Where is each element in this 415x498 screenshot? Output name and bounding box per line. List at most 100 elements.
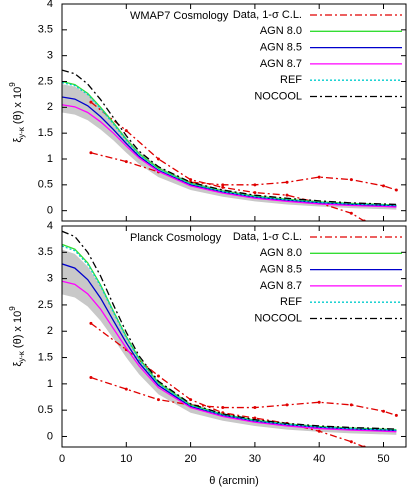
y-tick-label: 0.5: [38, 179, 53, 191]
legend-label: AGN 8.5: [260, 264, 302, 276]
data-point: [381, 409, 385, 413]
data-point: [89, 151, 93, 155]
data-point: [317, 429, 321, 433]
data-point: [89, 376, 93, 380]
data-line: [90, 376, 397, 417]
data-point: [89, 321, 93, 325]
data-point: [253, 416, 257, 420]
data-point: [124, 387, 128, 391]
plot-area: [62, 230, 398, 447]
model-line: [62, 263, 397, 432]
data-point: [394, 188, 398, 192]
data-point: [156, 374, 160, 378]
y-tick-label: 1: [47, 153, 53, 165]
data-point: [156, 398, 160, 402]
legend-label: AGN 8.5: [260, 42, 302, 54]
y-axis-label: ξy-κ (θ) x 109: [8, 306, 26, 367]
data-point: [253, 191, 257, 195]
legend-label: AGN 8.7: [260, 58, 302, 70]
chart-title: WMAP7 Cosmology: [130, 10, 229, 22]
y-tick-label: 4: [47, 220, 53, 232]
data-point: [349, 440, 353, 444]
y-label-body: (θ) x 10: [12, 311, 24, 348]
y-label-subscript: y-κ: [17, 126, 26, 138]
data-point: [394, 413, 398, 417]
data-point: [317, 400, 321, 404]
model-line: [62, 69, 397, 206]
legend-label: REF: [280, 296, 302, 308]
chart-title: Planck Cosmology: [130, 232, 222, 244]
y-label-superscript: 9: [8, 82, 17, 87]
legend-label: NOCOOL: [254, 90, 302, 102]
data-point: [285, 193, 289, 197]
data-line: [90, 101, 365, 221]
y-tick-label: 3: [47, 273, 53, 285]
data-point: [253, 183, 257, 187]
data-point: [189, 178, 193, 182]
data-point: [124, 160, 128, 164]
data-point: [285, 403, 289, 407]
legend-label: Data, 1-σ C.L.: [233, 9, 302, 21]
y-tick-label: 2.5: [38, 75, 53, 87]
legend-label: Data, 1-σ C.L.: [233, 231, 302, 243]
y-label-subscript: y-κ: [17, 350, 26, 362]
legend-label: AGN 8.0: [260, 247, 302, 259]
data-point: [221, 185, 225, 189]
model-line: [62, 280, 397, 433]
y-tick-label: 0: [47, 430, 53, 442]
plot-frame: [61, 3, 407, 222]
model-line: [62, 243, 397, 431]
y-tick-label: 2: [47, 101, 53, 113]
plot-frame: [61, 225, 407, 448]
model-band: [62, 249, 397, 435]
data-point: [89, 100, 93, 104]
y-tick-label: 4: [47, 0, 53, 10]
y-label-symbol: ξ: [12, 362, 24, 367]
legend-label: NOCOOL: [254, 312, 302, 324]
y-tick-label: 1.5: [38, 127, 53, 139]
y-tick-label: 3.5: [38, 24, 53, 36]
y-tick-label: 0.5: [38, 404, 53, 416]
y-tick-label: 0: [47, 205, 53, 217]
model-line: [62, 81, 397, 207]
data-point: [124, 129, 128, 133]
data-point: [317, 175, 321, 179]
data-point: [221, 406, 225, 410]
model-line: [62, 230, 397, 430]
model-line: [62, 80, 397, 206]
x-tick-label: 20: [184, 453, 196, 465]
model-line: [62, 96, 397, 207]
legend-label: AGN 8.0: [260, 25, 302, 37]
x-tick-label: 40: [313, 453, 325, 465]
plot-area: [62, 69, 398, 221]
legend-label: REF: [280, 74, 302, 86]
y-tick-label: 2: [47, 325, 53, 337]
y-label-superscript: 9: [8, 306, 17, 311]
x-tick-label: 10: [120, 453, 132, 465]
data-point: [189, 398, 193, 402]
model-line: [62, 104, 397, 208]
data-point: [221, 183, 225, 187]
data-point: [349, 403, 353, 407]
data-point: [253, 406, 257, 410]
data-point: [349, 178, 353, 182]
model-line: [62, 245, 397, 431]
x-tick-label: 50: [377, 453, 389, 465]
x-tick-label: 0: [59, 453, 65, 465]
y-tick-label: 1.5: [38, 351, 53, 363]
data-point: [349, 211, 353, 215]
data-point: [285, 180, 289, 184]
x-tick-label: 30: [249, 453, 261, 465]
y-tick-label: 3: [47, 50, 53, 62]
y-tick-label: 3.5: [38, 246, 53, 258]
x-axis-label: θ (arcmin): [209, 475, 259, 487]
data-point: [381, 184, 385, 188]
y-axis-label: ξy-κ (θ) x 109: [8, 82, 26, 143]
y-label-symbol: ξ: [12, 138, 24, 143]
y-tick-label: 1: [47, 378, 53, 390]
y-tick-label: 2.5: [38, 299, 53, 311]
data-point: [156, 157, 160, 161]
legend-label: AGN 8.7: [260, 280, 302, 292]
y-label-body: (θ) x 10: [12, 87, 24, 124]
